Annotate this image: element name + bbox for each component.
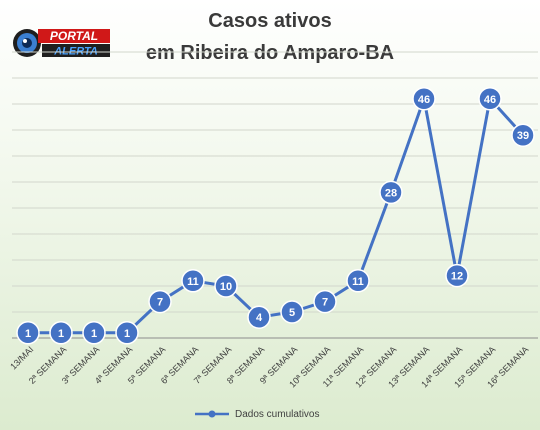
data-label: 46 bbox=[484, 94, 496, 106]
data-point bbox=[280, 300, 304, 324]
data-point bbox=[346, 269, 370, 293]
svg-text:PORTAL: PORTAL bbox=[50, 29, 98, 43]
data-point bbox=[478, 87, 502, 111]
data-point bbox=[247, 305, 271, 329]
chart-title-line-1: Casos ativos bbox=[208, 10, 332, 32]
data-label: 5 bbox=[289, 307, 295, 319]
data-label: 46 bbox=[418, 94, 430, 106]
data-label: 1 bbox=[91, 328, 97, 340]
data-label: 1 bbox=[25, 328, 31, 340]
data-label: 39 bbox=[517, 130, 529, 142]
legend-series-label: Dados cumulativos bbox=[235, 408, 320, 420]
data-point bbox=[49, 321, 73, 345]
data-point bbox=[511, 123, 535, 147]
portal-alerta-logo: PORTAL ALERTA bbox=[12, 26, 114, 60]
data-label: 7 bbox=[322, 297, 328, 309]
data-point bbox=[16, 321, 40, 345]
data-label: 1 bbox=[124, 328, 130, 340]
data-label: 12 bbox=[451, 271, 463, 283]
legend-line-marker-icon bbox=[195, 410, 229, 418]
chart-title-line-2: em Ribeira do Amparo-BA bbox=[145, 42, 395, 64]
data-point bbox=[445, 263, 469, 288]
data-label: 28 bbox=[385, 187, 397, 199]
data-point bbox=[313, 289, 337, 314]
data-point bbox=[181, 269, 205, 293]
data-point bbox=[115, 321, 139, 345]
data-point bbox=[412, 87, 436, 111]
chart-legend: Dados cumulativos bbox=[195, 405, 319, 423]
series-line bbox=[28, 97, 525, 335]
data-label: 1 bbox=[58, 328, 64, 340]
data-label: 10 bbox=[220, 281, 232, 293]
data-point bbox=[214, 274, 238, 298]
data-point bbox=[379, 180, 403, 205]
data-point bbox=[82, 321, 106, 345]
x-tick-label: 13/MAI bbox=[8, 344, 35, 371]
data-label: 11 bbox=[352, 276, 364, 288]
data-label: 4 bbox=[256, 312, 263, 324]
data-point bbox=[148, 289, 172, 314]
data-label: 7 bbox=[157, 297, 163, 309]
data-label: 11 bbox=[187, 276, 199, 288]
